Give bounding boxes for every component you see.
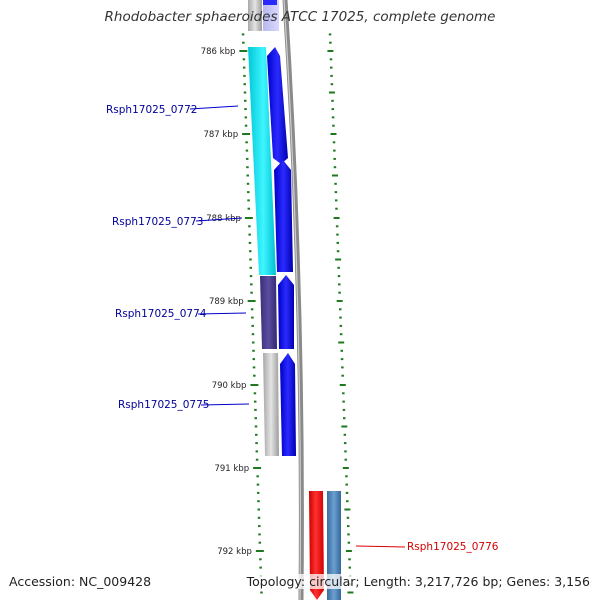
gene-label-Rsph17025_0774[interactable]: Rsph17025_0774 [115, 308, 207, 320]
label-leader-Rsph17025_0773 [195, 217, 243, 222]
label-leader-Rsph17025_0774 [197, 312, 247, 315]
label-leader-Rsph17025_0776 [355, 545, 406, 548]
gene-arrow-Rsph17025_0772[interactable] [267, 47, 288, 164]
label-leader-Rsph17025_0772 [189, 105, 239, 110]
ruler-label: 786 kbp [201, 47, 236, 57]
partial-cog-feature [248, 0, 262, 31]
accession-text: Accession: NC_009428 [9, 574, 152, 589]
cog-block-gray [263, 353, 279, 456]
ruler-label: 791 kbp [214, 464, 249, 474]
label-leader-Rsph17025_0775 [200, 403, 250, 406]
gene-label-Rsph17025_0773[interactable]: Rsph17025_0773 [112, 216, 203, 228]
cog-block-purple [260, 276, 277, 349]
map-title: Rhodobacter sphaeroides ATCC 17025, comp… [104, 9, 496, 25]
partial-gene-feature-top [263, 0, 277, 5]
gene-arrow-Rsph17025_0773[interactable] [274, 160, 293, 272]
ruler-label: 789 kbp [209, 297, 244, 307]
genome-backbone [282, 0, 304, 600]
partial-gene-feature [263, 0, 279, 31]
gene-label-Rsph17025_0776[interactable]: Rsph17025_0776 [407, 541, 499, 553]
ruler-label: 790 kbp [212, 381, 247, 391]
cog-block-steelblue [327, 491, 341, 600]
gene-arrow-Rsph17025_0774[interactable] [278, 275, 294, 349]
genome-backbone-highlight [283, 0, 302, 600]
ruler-label: 787 kbp [203, 130, 238, 140]
gene-arrow-Rsph17025_0775[interactable] [280, 353, 296, 456]
topology-text: Topology: circular; Length: 3,217,726 bp… [246, 574, 590, 589]
cog-block-cyan [248, 47, 276, 275]
gene-label-Rsph17025_0772[interactable]: Rsph17025_0772 [106, 104, 197, 116]
gene-label-Rsph17025_0775[interactable]: Rsph17025_0775 [118, 399, 209, 411]
topology-value: Topology: circular; Length: 3,217,726 bp… [246, 574, 590, 589]
gene-arrow-Rsph17025_0776[interactable] [309, 491, 324, 600]
ruler-label: 792 kbp [217, 547, 252, 557]
